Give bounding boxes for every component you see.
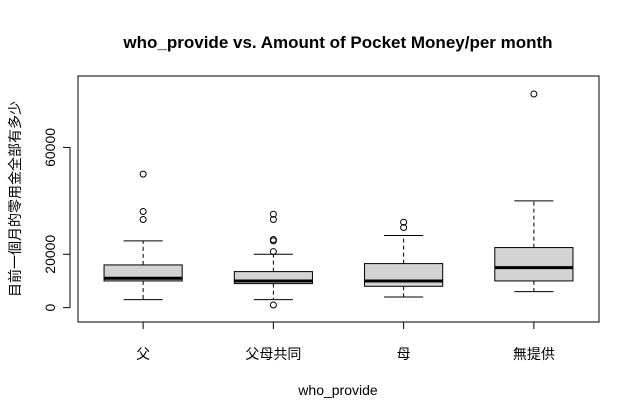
outlier-point <box>530 90 538 98</box>
box-iqr <box>364 263 444 287</box>
x-axis-label: who_provide <box>297 382 378 398</box>
outlier-point <box>139 170 147 178</box>
x-axis: 父 父母共同 母 無提供 <box>136 322 555 362</box>
x-tick-label: 父 <box>136 346 150 362</box>
outlier-point <box>400 218 408 226</box>
x-tick-label: 無提供 <box>513 346 555 362</box>
outlier-point <box>139 216 147 224</box>
outlier-point <box>269 236 277 244</box>
plot-frame <box>77 75 600 323</box>
x-tick-label: 母 <box>397 346 411 362</box>
box-group-4 <box>494 90 574 293</box>
outlier-point <box>269 248 277 256</box>
y-tick-label: 20000 <box>42 235 58 274</box>
chart-title: who_provide vs. Amount of Pocket Money/p… <box>122 33 552 52</box>
outlier-point <box>400 224 408 232</box>
boxes-layer <box>103 90 574 309</box>
x-tick-label: 父母共同 <box>245 346 301 362</box>
box-iqr <box>494 247 574 282</box>
y-axis: 0 20000 60000 <box>42 128 71 312</box>
outlier-point <box>269 210 277 218</box>
y-tick-label: 0 <box>42 304 58 312</box>
box-group-1 <box>103 170 183 301</box>
y-axis-label: 目前一個月的零用金全部有多少 <box>7 101 23 297</box>
box-group-3 <box>364 218 444 298</box>
outlier-point <box>269 301 277 309</box>
outlier-point <box>139 208 147 216</box>
outlier-point <box>269 216 277 224</box>
y-tick-label: 60000 <box>42 128 58 167</box>
box-group-2 <box>233 210 313 309</box>
